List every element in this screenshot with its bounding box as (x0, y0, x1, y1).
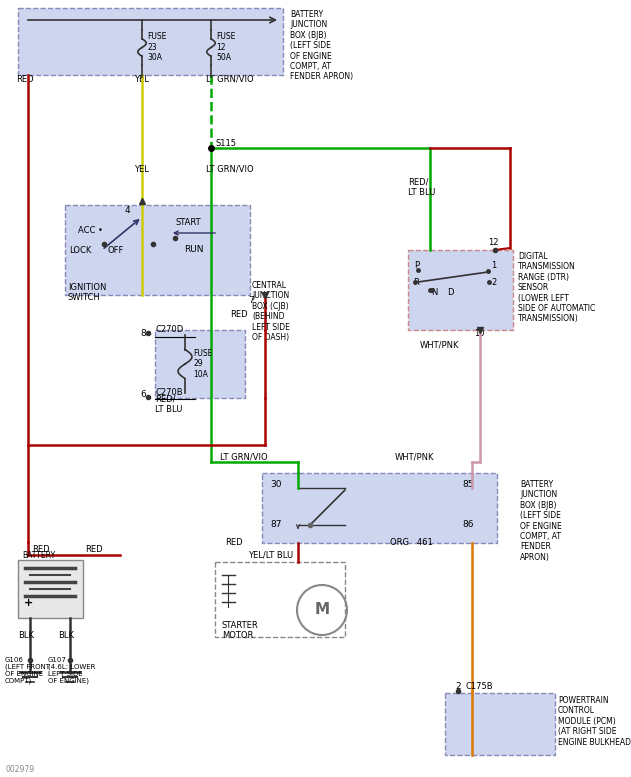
Bar (445, 693, 555, 755)
Text: R: R (413, 278, 419, 287)
Text: LT GRN/VIO: LT GRN/VIO (220, 453, 268, 462)
Text: 4: 4 (124, 206, 130, 215)
Text: M: M (314, 602, 329, 618)
Text: S115: S115 (216, 139, 237, 148)
Text: ORG   461: ORG 461 (390, 538, 433, 547)
Text: BATTERY: BATTERY (22, 551, 55, 560)
Text: 2: 2 (491, 278, 496, 287)
Text: 12: 12 (488, 238, 498, 247)
Text: POWERTRAIN
CONTROL
MODULE (PCM)
(AT RIGHT SIDE
ENGINE BULKHEAD): POWERTRAIN CONTROL MODULE (PCM) (AT RIGH… (558, 696, 631, 747)
Text: BATTERY
JUNCTION
BOX (BJB)
(LEFT SIDE
OF ENGINE
COMPT, AT
FENDER
APRON): BATTERY JUNCTION BOX (BJB) (LEFT SIDE OF… (520, 480, 562, 562)
Text: RED/
LT BLU: RED/ LT BLU (155, 395, 182, 414)
Bar (408, 250, 513, 330)
Text: 2: 2 (455, 682, 461, 691)
Text: RED: RED (16, 75, 33, 84)
Text: YEL/LT BLU: YEL/LT BLU (248, 551, 293, 560)
Text: 002979: 002979 (5, 765, 34, 774)
Text: STARTER
MOTOR: STARTER MOTOR (222, 621, 259, 640)
Text: C175B: C175B (465, 682, 493, 691)
Bar (18, 560, 83, 618)
Text: CENTRAL
JUNCTION
BOX (CJB)
(BEHIND
LEFT SIDE
OF DASH): CENTRAL JUNCTION BOX (CJB) (BEHIND LEFT … (252, 281, 290, 342)
Bar (155, 330, 245, 398)
Text: N: N (431, 288, 437, 297)
Bar (65, 205, 250, 295)
Text: LT GRN/VIO: LT GRN/VIO (206, 75, 254, 84)
Text: BATTERY
JUNCTION
BOX (BJB)
(LEFT SIDE
OF ENGINE
COMPT, AT
FENDER APRON): BATTERY JUNCTION BOX (BJB) (LEFT SIDE OF… (290, 10, 353, 82)
Text: FUSE
23
30A: FUSE 23 30A (147, 32, 167, 62)
Text: P: P (414, 261, 419, 270)
Text: FUSE
29
10A: FUSE 29 10A (193, 349, 213, 379)
Text: RUN: RUN (184, 245, 204, 254)
Text: RED: RED (32, 545, 50, 554)
Text: 87: 87 (270, 520, 281, 529)
Text: +: + (24, 598, 33, 608)
Bar (262, 473, 497, 543)
Text: FUSE
12
50A: FUSE 12 50A (216, 32, 235, 62)
Text: BLK: BLK (18, 631, 34, 640)
Text: C270B: C270B (155, 388, 182, 397)
Text: DIGITAL
TRANSMISSION
RANGE (DTR)
SENSOR
(LOWER LEFT
SIDE OF AUTOMATIC
TRANSMISSI: DIGITAL TRANSMISSION RANGE (DTR) SENSOR … (518, 252, 595, 323)
Text: RED/
LT BLU: RED/ LT BLU (408, 178, 435, 197)
Text: WHT/PNK: WHT/PNK (420, 341, 459, 350)
Text: C270D: C270D (155, 325, 183, 334)
Text: RED: RED (230, 310, 247, 319)
Text: LT GRN/VIO: LT GRN/VIO (206, 165, 254, 174)
Text: 10: 10 (474, 329, 485, 338)
Text: ACC •: ACC • (78, 226, 103, 235)
Text: 30: 30 (270, 480, 281, 489)
Text: RED: RED (85, 545, 103, 554)
Text: RED: RED (225, 538, 243, 547)
Text: G107
(4.6L: LOWER
LEFT SIDE
OF ENGINE): G107 (4.6L: LOWER LEFT SIDE OF ENGINE) (48, 657, 95, 685)
Text: 6: 6 (140, 390, 146, 399)
Text: G106
(LEFT FRONT
OF ENGINE
COMPT): G106 (LEFT FRONT OF ENGINE COMPT) (5, 657, 50, 685)
Text: WHT/PNK: WHT/PNK (395, 453, 435, 462)
Text: OFF: OFF (107, 246, 124, 255)
Bar (215, 562, 345, 637)
Text: 1: 1 (491, 261, 496, 270)
Bar (18, 8, 283, 75)
Text: D: D (447, 288, 454, 297)
Text: 85: 85 (462, 480, 473, 489)
Text: 7: 7 (248, 296, 254, 305)
Text: BLK: BLK (58, 631, 74, 640)
Text: LOCK: LOCK (69, 246, 91, 255)
Text: 8: 8 (140, 329, 146, 338)
Text: YEL: YEL (134, 75, 149, 84)
Text: START: START (175, 218, 201, 227)
Text: 86: 86 (462, 520, 473, 529)
Text: IGNITION
SWITCH: IGNITION SWITCH (68, 283, 107, 302)
Text: YEL: YEL (134, 165, 149, 174)
